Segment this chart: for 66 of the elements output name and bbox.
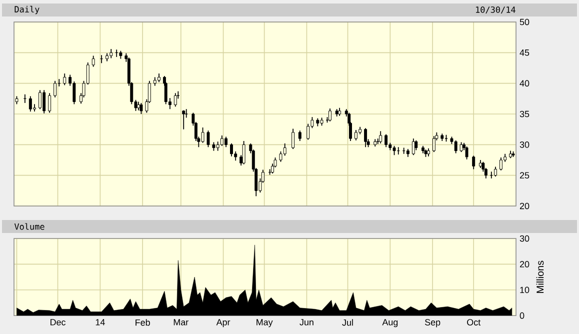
candlestick	[279, 150, 282, 162]
candlestick	[432, 136, 436, 152]
y-tick-label: 10	[520, 286, 530, 294]
x-tick-label: May	[256, 319, 273, 328]
candlestick	[328, 108, 332, 122]
x-tick-label: Apr	[216, 319, 230, 328]
candlestick	[306, 123, 310, 140]
x-tick-label: Oct	[467, 319, 481, 326]
y-tick-label: 50	[520, 18, 530, 26]
y-tick-label: 40	[520, 80, 530, 87]
candlestick	[392, 145, 396, 156]
y-tick-label: 20	[520, 261, 530, 268]
candlestick	[242, 140, 246, 165]
x-tick-label: Mar	[174, 319, 188, 326]
x-tick-label: Sep	[425, 319, 440, 328]
candlestick	[224, 136, 228, 148]
candlestick	[414, 140, 418, 151]
y-tick-label: 35	[520, 110, 530, 118]
candlestick	[72, 81, 76, 105]
candlestick	[220, 135, 224, 146]
y-tick-label: 25	[520, 172, 530, 179]
x-tick-label: Dec	[50, 319, 66, 326]
candlestick	[216, 141, 220, 152]
x-tick-label: Aug	[382, 319, 398, 328]
chart-title: Daily	[14, 6, 40, 14]
candlestick	[42, 90, 46, 114]
candlestick	[184, 108, 188, 118]
candlestick	[182, 110, 186, 130]
candlestick	[28, 96, 32, 112]
x-tick-label: 14	[96, 319, 105, 326]
candlestick	[354, 129, 358, 141]
candlestick	[384, 134, 388, 148]
candlestick	[298, 130, 302, 142]
candlestick	[292, 128, 295, 150]
candlestick	[364, 128, 368, 148]
y-tick-label: 30	[520, 141, 530, 148]
candlestick	[283, 142, 286, 156]
candlestick	[54, 80, 57, 98]
candlestick	[140, 102, 143, 114]
y-tick-label: 20	[520, 202, 530, 210]
x-tick-label: Feb	[136, 319, 150, 326]
candlestick	[454, 140, 458, 154]
candlestick	[465, 146, 468, 160]
candlestick	[206, 130, 210, 148]
y-tick-label: 45	[520, 50, 530, 56]
candlestick	[48, 92, 52, 114]
candlestick	[63, 73, 66, 86]
candlestick	[460, 142, 463, 152]
x-tick-label: Jun	[300, 319, 314, 326]
chart-title: Volume	[14, 223, 44, 230]
candlestick	[230, 142, 233, 157]
candlestick	[494, 166, 497, 178]
candlestick	[92, 55, 95, 68]
y-tick-label: 30	[520, 235, 530, 242]
candlestick	[499, 157, 502, 171]
chart-subtitle: 10/30/14	[476, 6, 516, 14]
candlestick	[38, 90, 42, 110]
candlestick	[201, 127, 204, 144]
y-tick-label: 0	[520, 312, 524, 319]
candlestick	[472, 155, 476, 170]
candlestick	[174, 92, 177, 108]
candlestick	[379, 130, 382, 144]
y-axis-title: Millions	[536, 260, 544, 293]
candlestick	[412, 138, 415, 156]
candlestick	[110, 48, 113, 59]
x-tick-label: Jul	[342, 319, 353, 326]
